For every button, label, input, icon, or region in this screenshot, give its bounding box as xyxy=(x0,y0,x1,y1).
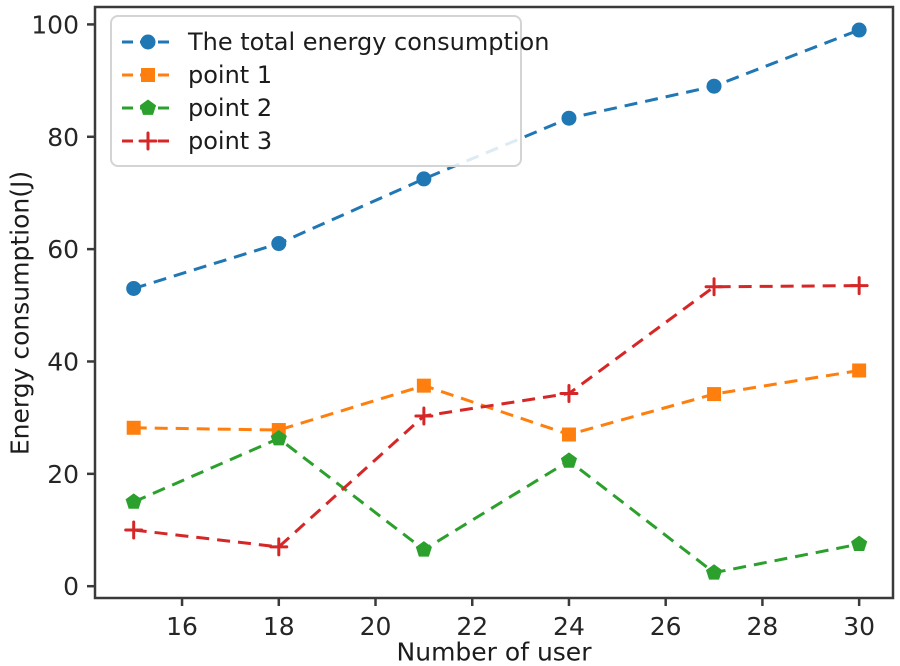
plus-marker xyxy=(269,537,289,557)
plus-marker xyxy=(138,131,158,150)
legend: The total energy consumption point 1 point… xyxy=(110,15,549,167)
x-tick-label: 24 xyxy=(553,612,585,641)
circle-marker xyxy=(561,110,577,126)
pentagon-marker xyxy=(415,541,432,557)
pentagon-marker xyxy=(125,493,142,509)
y-tick-label: 100 xyxy=(31,10,79,39)
plus-marker xyxy=(559,384,579,404)
plus-legend-swatch-icon xyxy=(122,131,174,150)
legend-label: The total energy consumption xyxy=(188,27,550,56)
pentagon-marker xyxy=(705,564,723,580)
plus-marker xyxy=(124,520,144,540)
plus-marker xyxy=(414,406,434,426)
circle-marker xyxy=(416,171,432,187)
x-tick-label: 20 xyxy=(360,612,392,641)
square-marker xyxy=(852,363,867,378)
circle-marker xyxy=(851,22,867,38)
legend-label: point 2 xyxy=(188,93,273,122)
y-tick-label: 20 xyxy=(47,460,79,489)
legend-item-point-1: point 1 xyxy=(120,58,506,91)
legend-item-point-2: point 2 xyxy=(120,91,506,124)
x-tick-label: 22 xyxy=(456,612,488,641)
series-point-2 xyxy=(125,429,868,580)
square-marker xyxy=(561,427,576,442)
y-tick-label: 60 xyxy=(47,235,79,264)
square-marker xyxy=(126,420,141,435)
legend-item-point-3: point 3 xyxy=(120,124,506,157)
x-axis-title: Number of user xyxy=(396,637,592,666)
square-marker xyxy=(707,387,722,402)
legend-label: point 3 xyxy=(188,126,273,155)
x-tick-label: 30 xyxy=(843,612,875,641)
y-tick-label: 0 xyxy=(63,572,79,601)
circle-marker xyxy=(706,78,722,94)
pentagon-legend-swatch-icon xyxy=(122,99,174,115)
x-tick-label: 26 xyxy=(650,612,682,641)
square-legend-swatch-icon xyxy=(122,67,174,82)
series-point-3 xyxy=(124,276,869,557)
pentagon-marker xyxy=(139,99,157,115)
circle-legend-swatch-icon xyxy=(122,34,174,49)
y-tick-label: 40 xyxy=(47,347,79,376)
series-line xyxy=(133,369,860,437)
series-line xyxy=(133,436,860,575)
legend-item-the-total-energy-consumption: The total energy consumption xyxy=(120,25,549,58)
series-line xyxy=(133,284,860,549)
square-marker xyxy=(416,378,431,393)
x-tick-label: 28 xyxy=(747,612,779,641)
legend-label: point 1 xyxy=(188,60,273,89)
x-tick-label: 16 xyxy=(166,612,198,641)
pentagon-marker xyxy=(270,429,287,446)
square-marker xyxy=(141,67,155,82)
y-axis-title: Energy consumption(J) xyxy=(5,170,35,456)
circle-marker xyxy=(271,236,287,252)
y-tick-label: 80 xyxy=(47,123,79,152)
circle-marker xyxy=(140,34,156,49)
plus-marker xyxy=(849,276,869,296)
plot-frame xyxy=(93,5,895,600)
series-point-1 xyxy=(126,363,867,442)
pentagon-marker xyxy=(560,452,578,468)
circle-marker xyxy=(126,280,142,296)
pentagon-marker xyxy=(851,535,868,551)
x-tick-label: 18 xyxy=(263,612,295,641)
plus-marker xyxy=(704,277,724,297)
